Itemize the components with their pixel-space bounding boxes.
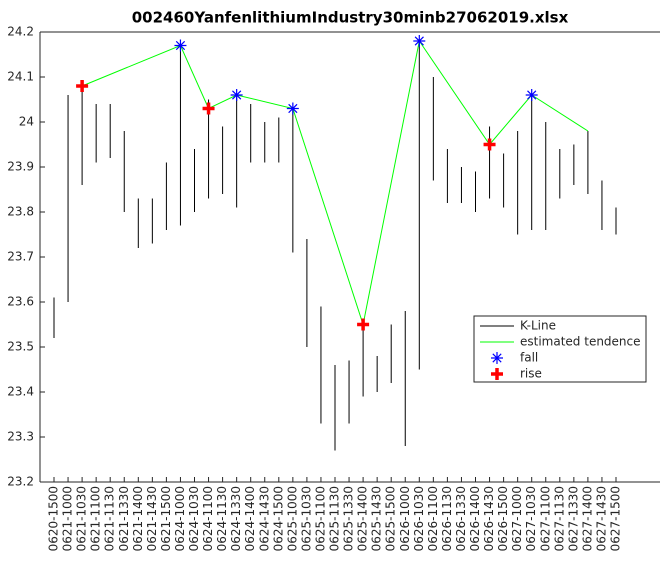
x-tick-label: 0624-1430 bbox=[257, 486, 271, 551]
x-tick-label: 0624-1030 bbox=[187, 486, 201, 551]
y-tick-label: 23.9 bbox=[7, 160, 34, 174]
x-tick-label: 0627-1430 bbox=[594, 486, 608, 551]
rise-marker bbox=[357, 318, 370, 331]
asterisk bbox=[230, 89, 243, 101]
y-tick-label: 24.2 bbox=[7, 25, 34, 39]
x-tick-label: 0626-1130 bbox=[440, 486, 454, 551]
x-tick-label: 0621-1330 bbox=[117, 486, 131, 551]
x-tick-label: 0624-1000 bbox=[173, 486, 187, 551]
plus bbox=[76, 80, 89, 92]
asterisk bbox=[491, 352, 503, 364]
x-tick-label: 0621-1430 bbox=[145, 486, 159, 551]
legend-label: estimated tendence bbox=[520, 335, 641, 349]
rise-marker bbox=[202, 102, 215, 115]
x-tick-label: 0624-1330 bbox=[229, 486, 243, 551]
x-tick-label: 0621-1500 bbox=[159, 486, 173, 551]
x-tick-label: 0627-1000 bbox=[510, 486, 524, 551]
fall-marker bbox=[230, 89, 243, 101]
y-tick-label: 24.1 bbox=[7, 70, 34, 84]
plus bbox=[483, 138, 496, 151]
y-tick-label: 23.2 bbox=[7, 475, 34, 489]
x-tick-label: 0621-1400 bbox=[131, 486, 145, 551]
y-tick-label: 23.8 bbox=[7, 205, 34, 219]
x-tick-label: 0625-1330 bbox=[342, 486, 356, 551]
legend-box bbox=[473, 315, 647, 383]
x-tick-label: 0625-1100 bbox=[313, 486, 327, 551]
x-tick-label: 0624-1130 bbox=[215, 486, 229, 551]
x-tick-label: 0624-1400 bbox=[243, 486, 257, 551]
x-tick-label: 0621-1030 bbox=[75, 486, 89, 551]
fall-marker bbox=[525, 89, 538, 101]
x-tick-label: 0627-1030 bbox=[524, 486, 538, 551]
asterisk bbox=[525, 89, 538, 101]
x-tick-label: 0625-1400 bbox=[356, 486, 370, 551]
x-tick-label: 0625-1000 bbox=[285, 486, 299, 551]
tendency-line bbox=[81, 39, 589, 327]
x-tick-label: 0627-1130 bbox=[552, 486, 566, 551]
y-tick-label: 23.5 bbox=[7, 340, 34, 354]
x-tick-label: 0621-1000 bbox=[61, 486, 75, 551]
x-tick-label: 0627-1330 bbox=[566, 486, 580, 551]
x-tick-label: 0626-1030 bbox=[412, 486, 426, 551]
legend-label: fall bbox=[520, 351, 538, 365]
y-tick-label: 23.6 bbox=[7, 295, 34, 309]
x-tick-label: 0620-1500 bbox=[47, 486, 61, 551]
x-tick-label: 0625-1500 bbox=[384, 486, 398, 551]
x-tick-label: 0626-1500 bbox=[496, 486, 510, 551]
x-tick-label: 0626-1100 bbox=[426, 486, 440, 551]
x-tick-label: 0627-1500 bbox=[609, 486, 623, 551]
fall-marker bbox=[413, 35, 426, 47]
legend-marker bbox=[491, 368, 503, 380]
legend-marker bbox=[491, 352, 503, 364]
plus bbox=[202, 102, 215, 115]
rise-marker bbox=[483, 138, 496, 151]
y-tick-label: 24 bbox=[19, 115, 34, 129]
plus bbox=[491, 368, 503, 380]
plus bbox=[357, 318, 370, 331]
legend-label: rise bbox=[520, 367, 542, 381]
y-tick-label: 23.3 bbox=[7, 430, 34, 444]
x-tick-label: 0624-1100 bbox=[201, 486, 215, 551]
x-tick-label: 0625-1030 bbox=[299, 486, 313, 551]
x-tick-label: 0624-1500 bbox=[271, 486, 285, 551]
legend: K-Line estimated tendence fall rise bbox=[473, 315, 647, 383]
fall-marker bbox=[174, 39, 187, 52]
y-tick-label: 23.4 bbox=[7, 385, 34, 399]
asterisk bbox=[174, 39, 187, 52]
fall-marker bbox=[286, 102, 299, 115]
x-tick-label: 0621-1100 bbox=[89, 486, 103, 551]
legend-label: K-Line bbox=[520, 319, 556, 333]
asterisk bbox=[286, 102, 299, 115]
x-tick-label: 0625-1130 bbox=[328, 486, 342, 551]
rise-marker bbox=[76, 80, 89, 92]
x-tick-label: 0626-1000 bbox=[398, 486, 412, 551]
y-tick-label: 23.7 bbox=[7, 250, 34, 264]
chart-title: 002460YanfenlithiumIndustry30minb2706201… bbox=[132, 9, 569, 27]
x-tick-label: 0625-1430 bbox=[370, 486, 384, 551]
x-tick-label: 0627-1100 bbox=[538, 486, 552, 551]
asterisk bbox=[413, 35, 426, 47]
x-tick-label: 0626-1330 bbox=[454, 486, 468, 551]
x-tick-label: 0627-1400 bbox=[580, 486, 594, 551]
x-tick-label: 0626-1430 bbox=[482, 486, 496, 551]
x-tick-label: 0626-1400 bbox=[468, 486, 482, 551]
x-tick-label: 0621-1130 bbox=[103, 486, 117, 551]
